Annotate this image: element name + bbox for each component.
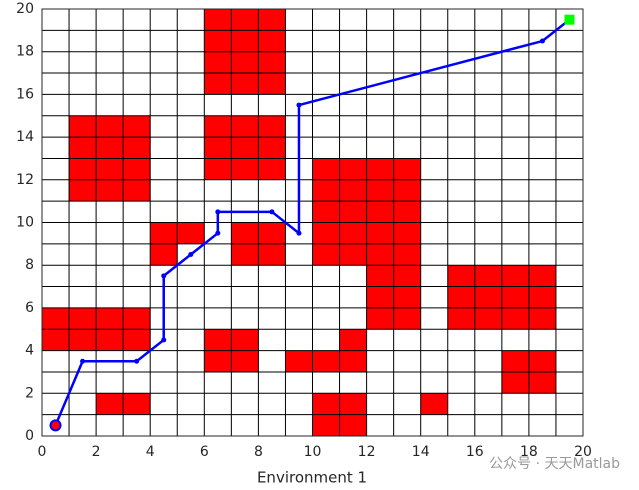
x-tick-label: 2 [92, 444, 101, 460]
path-vertex [215, 230, 221, 236]
obstacle [285, 350, 367, 372]
plot-frame [41, 8, 584, 437]
x-axis-label: Environment 1 [257, 469, 367, 487]
y-tick-label: 4 [25, 343, 34, 359]
path-vertex [188, 252, 194, 258]
path-vertex [296, 230, 302, 236]
y-tick-label: 6 [25, 300, 34, 316]
start-marker [49, 419, 62, 432]
obstacle [150, 243, 178, 266]
path-vertex [161, 273, 167, 279]
y-tick-label: 2 [25, 385, 34, 401]
x-tick-label: 14 [412, 444, 430, 460]
y-tick-label: 12 [16, 172, 34, 188]
x-tick-label: 0 [38, 444, 47, 460]
path-vertex [215, 209, 221, 215]
obstacle [339, 329, 367, 351]
path-vertex [539, 38, 545, 44]
obstacle [420, 393, 448, 415]
x-tick-label: 18 [520, 444, 538, 460]
y-tick-label: 8 [25, 257, 34, 273]
y-tick-label: 14 [16, 129, 34, 145]
x-tick-label: 8 [254, 444, 263, 460]
watermark: 公众号 · 天天Matlab [489, 456, 620, 472]
x-tick-label: 4 [146, 444, 155, 460]
path-vertex [134, 358, 140, 364]
x-tick-label: 12 [358, 444, 376, 460]
path-vertex [161, 337, 167, 343]
y-tick-label: 20 [16, 1, 34, 17]
x-tick-label: 20 [574, 444, 592, 460]
x-tick-label: 6 [200, 444, 209, 460]
path-vertex [80, 358, 86, 364]
y-tick-label: 10 [16, 215, 34, 231]
y-tick-label: 16 [16, 86, 34, 102]
x-tick-label: 16 [466, 444, 484, 460]
y-tick-label: 18 [16, 44, 34, 60]
x-tick-label: 10 [304, 444, 322, 460]
goal-marker [564, 14, 575, 25]
y-tick-label: 0 [25, 428, 34, 444]
path-vertex [269, 209, 275, 215]
path-vertex [296, 102, 302, 108]
obstacle [204, 115, 286, 180]
